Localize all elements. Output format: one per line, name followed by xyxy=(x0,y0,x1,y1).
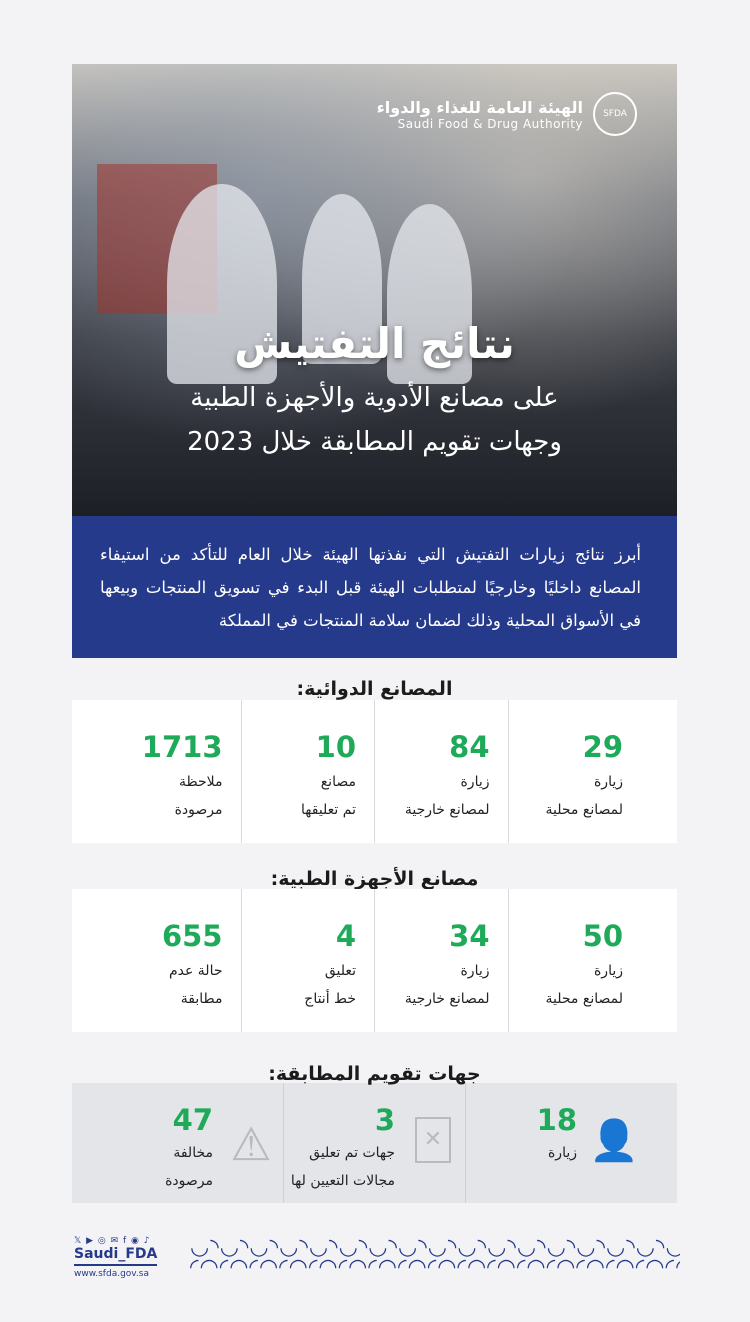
stat-value: 29 xyxy=(582,730,623,764)
stat-value: 655 xyxy=(161,919,223,953)
stat-label: لمصانع محلية xyxy=(545,991,623,1007)
stat-label: مخالفة xyxy=(173,1145,213,1161)
worker-photo xyxy=(302,194,382,364)
stat-value: 47 xyxy=(172,1103,213,1137)
footer-brand: 𝕏 ▶ ◎ ✉ f ◉ ♪ Saudi_FDA www.sfda.gov.sa xyxy=(74,1236,158,1279)
logo-english: Saudi Food & Drug Authority xyxy=(397,116,583,131)
stat: 👤 18 زيارة xyxy=(466,1083,647,1203)
stat-value: 84 xyxy=(449,730,490,764)
stat-label: زيارة xyxy=(460,774,490,790)
stat: 50 زيارة لمصانع محلية xyxy=(509,889,642,1032)
stat-label: خط أنتاج xyxy=(304,991,356,1007)
stat-label: زيارة xyxy=(593,963,623,979)
stat-label: مرصودة xyxy=(174,802,223,818)
inspector-icon: 👤 xyxy=(589,1118,639,1164)
stat: 34 زيارة لمصانع خارجية xyxy=(375,889,509,1032)
stat-label: تعليق xyxy=(324,963,356,979)
section-title-devices: مصانع الأجهزة الطبية: xyxy=(270,868,479,890)
stat-label: زيارة xyxy=(593,774,623,790)
stat: 29 زيارة لمصانع محلية xyxy=(509,700,642,843)
sfda-logo: الهيئة العامة للغذاء والدواء Saudi Food … xyxy=(377,92,637,136)
warning-icon: ⚠ xyxy=(230,1117,272,1171)
stat-label: لمصانع خارجية xyxy=(404,802,490,818)
stat-value: 4 xyxy=(335,919,356,953)
stat: ⚠ 47 مخالفة مرصودة xyxy=(102,1083,284,1203)
stat-label: زيارة xyxy=(547,1145,577,1161)
stat-value: 3 xyxy=(374,1103,395,1137)
stat-value: 18 xyxy=(536,1103,577,1137)
devices-stats: 50 زيارة لمصانع محلية 34 زيارة لمصانع خارجية… xyxy=(72,889,677,1032)
stat-label: لمصانع خارجية xyxy=(404,991,490,1007)
stat-label: لمصانع محلية xyxy=(545,802,623,818)
intro-text: أبرز نتائج زيارات التفتيش التي نفذتها ال… xyxy=(72,516,677,658)
logo-arabic: الهيئة العامة للغذاء والدواء xyxy=(376,97,583,117)
subtitle-line-1: على مصانع الأدوية والأجهزة الطبية xyxy=(190,383,559,413)
stat-value: 10 xyxy=(315,730,356,764)
stat: 10 مصانع تم تعليقها xyxy=(242,700,375,843)
stat: 1713 ملاحظة مرصودة xyxy=(108,700,242,843)
stat-label: زيارة xyxy=(460,963,490,979)
social-icons[interactable]: 𝕏 ▶ ◎ ✉ f ◉ ♪ xyxy=(74,1236,151,1246)
decorative-pattern: ◡◝◡◝◡◝◡◝◡◝◡◝◡◝◡◝◡◝◡◝◡◝◡◝◡◝◡◝◡◝◡◝◡◝◡◝◡◝◡◝… xyxy=(190,1238,680,1280)
stat-label: حالة عدم xyxy=(168,963,223,979)
worker-photo xyxy=(387,204,472,384)
stat-label: مطابقة xyxy=(180,991,223,1007)
stat-label: تم تعليقها xyxy=(301,802,356,818)
pharma-stats: 29 زيارة لمصانع محلية 84 زيارة لمصانع خارجية… xyxy=(72,700,677,843)
stat: 4 تعليق خط أنتاج xyxy=(242,889,375,1032)
stat-label: ملاحظة xyxy=(179,774,223,790)
stat: 655 حالة عدم مطابقة xyxy=(108,889,242,1032)
stat: 84 زيارة لمصانع خارجية xyxy=(375,700,509,843)
stat: ✕ 3 جهات تم تعليق مجالات التعيين لها xyxy=(284,1083,466,1203)
logo-mark-icon: SFDA xyxy=(593,92,637,136)
section-title-conformity: جهات تقويم المطابقة: xyxy=(268,1063,481,1085)
stat-label: جهات تم تعليق xyxy=(309,1145,395,1161)
subtitle-line-2: وجهات تقويم المطابقة خلال 2023 xyxy=(187,427,562,457)
hero-banner: الهيئة العامة للغذاء والدواء Saudi Food … xyxy=(72,64,677,516)
social-handle: Saudi_FDA xyxy=(74,1246,158,1266)
section-title-pharma: المصانع الدوائية: xyxy=(296,678,453,700)
stat-value: 34 xyxy=(449,919,490,953)
stat-label: مجالات التعيين لها xyxy=(290,1173,395,1189)
stat-value: 50 xyxy=(582,919,623,953)
page-title: نتائج التفتيش xyxy=(234,319,515,368)
worker-photo xyxy=(167,184,277,384)
website-link[interactable]: www.sfda.gov.sa xyxy=(74,1269,149,1279)
conformity-stats: 👤 18 زيارة ✕ 3 جهات تم تعليق مجالات التعيين… xyxy=(72,1083,677,1203)
stat-label: مرصودة xyxy=(165,1173,213,1189)
rejected-document-icon: ✕ xyxy=(409,1117,457,1177)
stat-value: 1713 xyxy=(141,730,223,764)
stat-label: مصانع xyxy=(320,774,356,790)
